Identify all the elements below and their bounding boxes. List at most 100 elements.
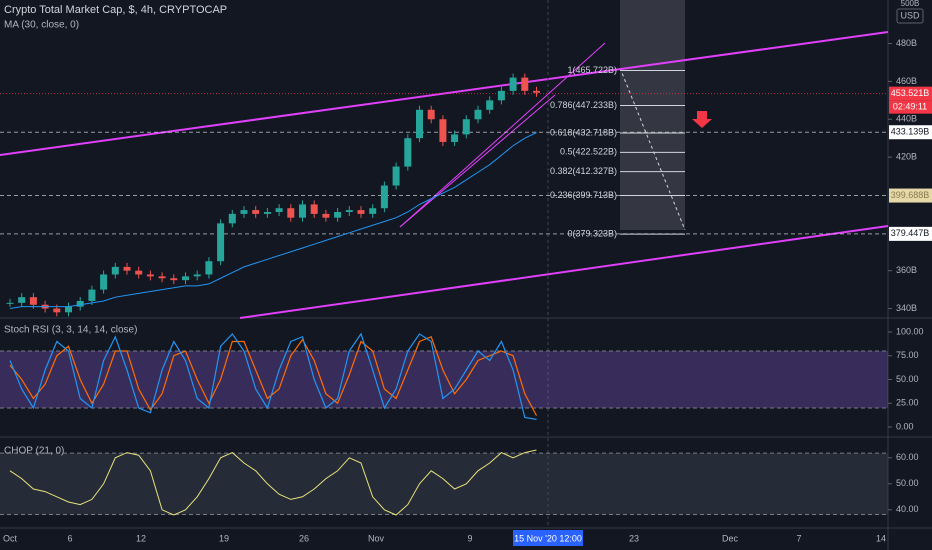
candle-body [158,276,166,279]
candle-body [88,289,96,301]
y-tick-label: 360B [896,265,917,275]
y-tick-label: 480B [896,38,917,48]
chart-title: Crypto Total Market Cap, $, 4h, CRYPTOCA… [4,4,227,16]
time-label: 15 Nov '20 12:00 [514,533,582,543]
y-tick-label: 100.00 [896,326,924,336]
time-label: 14 [876,533,886,543]
chop-title: CHOP (21, 0) [4,446,64,457]
down-arrow [692,111,712,128]
y-tick-label: 420B [896,151,917,161]
y-tick-label: 50.00 [896,478,919,488]
candle-body [275,208,283,212]
currency-box [896,8,924,24]
stoch-title: Stoch RSI (3, 3, 14, 14, close) [4,325,137,336]
candle-body [205,261,213,275]
candle-body [76,300,84,307]
ma-line [9,132,537,310]
candle-body [111,266,119,275]
time-label: 7 [796,533,801,543]
candle-body [228,213,236,224]
candle-body [135,270,143,275]
candle-body [287,208,295,218]
ma-legend: MA (30, close, 0) [4,20,79,31]
y-tick-label: 60.00 [896,452,919,462]
time-label: 12 [136,533,146,543]
candle-body [65,306,72,313]
candle-body [123,266,131,271]
candle-body [486,100,494,110]
candle-body [18,297,26,303]
candle-body [521,77,529,91]
price-axis-label: 379.447B [891,228,930,238]
candle-body [310,204,318,214]
stoch-band [0,351,888,408]
fib-label: 1(465.722B) [567,65,617,75]
candle-body [100,274,108,290]
y-tick-label: 50.00 [896,374,919,384]
y-tick-label: 0.00 [896,421,914,431]
time-label: 23 [629,533,639,543]
candle-body [416,109,423,139]
candle-body [474,109,482,120]
candle-body [392,166,400,186]
candle-body [6,302,14,304]
candle-body [322,213,330,218]
fib-label: 0.382(412.327B) [550,166,617,176]
candle-body [404,138,412,167]
candle-body [146,274,154,277]
y-tick-label: 75.00 [896,350,919,360]
candle-body [53,308,61,313]
projection-box [620,0,685,230]
candle-body [357,210,365,214]
candle-body [369,208,377,214]
time-label: Dec [722,533,739,543]
y-tick-label: 440B [896,114,917,124]
y-tick-label: 40.00 [896,504,919,514]
time-label: Nov [368,533,385,543]
candle-body [170,278,178,281]
y-tick-label: 460B [896,76,917,86]
candle-body [509,77,517,91]
price-axis-label: 399.688B [891,190,930,200]
time-label: 19 [219,533,229,543]
price-axis-label-box [889,188,932,203]
top-tick: 500B [901,0,920,8]
candle-body [299,204,306,218]
countdown: 02:49:11 [893,102,927,112]
candle-body [345,210,353,212]
fib-label: 0.786(447.233B) [550,100,617,110]
fib-label: 0.236(399.713B) [550,190,617,200]
price-axis-label-box [889,226,932,241]
time-cursor-box [513,530,583,546]
chop-band [0,453,888,515]
candle-body [193,274,201,277]
candle-body [182,276,189,281]
candle-body [533,90,540,93]
candle-body [263,212,271,214]
time-label: 26 [299,533,309,543]
stoch-d-line [9,335,538,416]
candle-body [334,212,342,218]
projection-line [619,67,686,231]
time-label: 6 [67,533,72,543]
candle-body [427,109,435,120]
price-axis-label-box [889,125,932,140]
candle-body [497,90,505,101]
chop-line [9,449,537,516]
fib-label: 0.618(432.718B) [550,127,617,137]
wedge-lower [399,94,556,228]
fib-label: 0(379.323B) [567,228,617,238]
wedge-upper [399,42,606,228]
stoch-k-line [9,332,537,420]
candle-body [217,223,225,262]
candle-body [380,185,388,209]
countdown-box [889,100,932,114]
price-axis-label-box [889,86,932,101]
y-tick-label: 340B [896,303,917,313]
candle-body [439,119,447,142]
time-label: Oct [3,533,18,543]
price-axis-label: 433.139B [891,127,930,137]
candle-body [462,119,470,135]
candle-body [240,210,248,214]
